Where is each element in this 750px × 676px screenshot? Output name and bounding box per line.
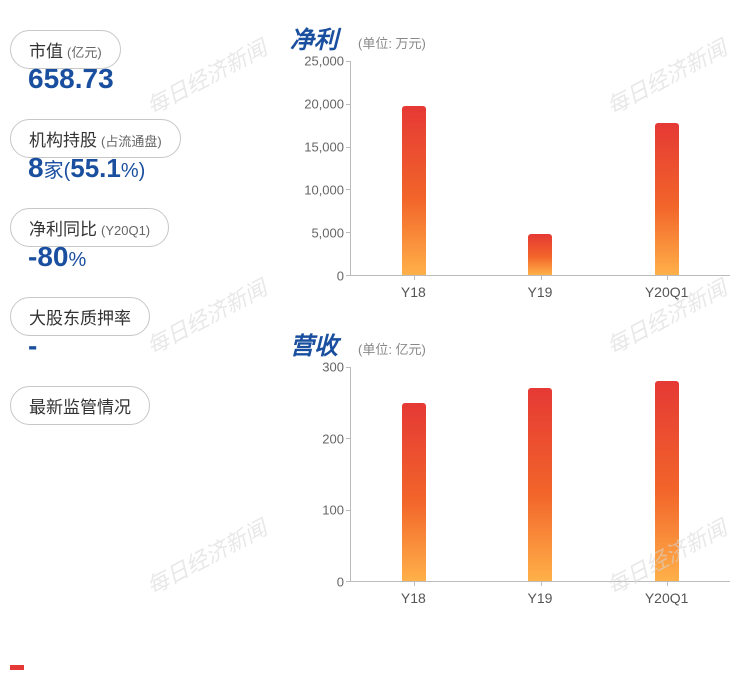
chart-revenue-title: 营收 <box>290 326 338 361</box>
chart-profit-area: 05,00010,00015,00020,00025,000 Y18Y19Y20… <box>290 61 740 306</box>
value-profit-yoy-unit: % <box>68 249 86 271</box>
chart-profit-bar <box>655 123 679 275</box>
label-inst-holding: 机构持股 <box>29 126 97 151</box>
chart-profit-xlabel: Y18 <box>350 280 477 306</box>
chart-revenue-unit: (单位: 亿元) <box>358 339 426 358</box>
chart-revenue-xlabel: Y20Q1 <box>603 586 730 612</box>
value-market-cap: 658.73 <box>10 63 270 95</box>
chart-profit-plot <box>350 61 730 276</box>
chart-revenue-area: 0100200300 Y18Y19Y20Q1 <box>290 367 740 612</box>
chart-profit-unit: (单位: 万元) <box>358 33 426 52</box>
chart-revenue-bar <box>655 381 679 581</box>
chart-profit-bar <box>528 234 552 275</box>
chart-revenue-bar-slot <box>351 367 477 581</box>
chart-profit-title: 净利 <box>290 20 338 55</box>
chart-profit-yaxis: 05,00010,00015,00020,00025,000 <box>290 61 348 276</box>
right-charts-column: 净利 (单位: 万元) 0 5,000 10,000 15,000 20,000 25,0… <box>270 20 740 632</box>
bottom-accent-mark <box>10 665 24 670</box>
chart-profit-ytick: 10,000 <box>304 183 344 198</box>
chart-profit-ytick: 15,000 <box>304 140 344 155</box>
chart-profit-xlabel: Y20Q1 <box>603 280 730 306</box>
chart-revenue-bars <box>351 367 730 581</box>
chart-profit-xlabels: Y18Y19Y20Q1 <box>350 280 730 306</box>
chart-profit-bar-slot <box>477 61 603 275</box>
chart-profit-ytick: 25,000 <box>304 54 344 69</box>
chart-revenue-bar-slot <box>477 367 603 581</box>
value-inst-pct: 55.1 <box>70 153 121 183</box>
chart-revenue-yaxis: 0100200300 <box>290 367 348 582</box>
chart-revenue-bar <box>528 388 552 581</box>
chart-revenue-ytick: 200 <box>322 431 344 446</box>
chart-profit: 净利 (单位: 万元) 0 5,000 10,000 15,000 20,000 25,0… <box>290 20 740 306</box>
metric-regulatory: 最新监管情况 <box>10 386 270 425</box>
value-profit-yoy-num: -80 <box>28 241 68 272</box>
sublabel-profit-yoy: (Y20Q1) <box>101 223 150 238</box>
label-market-cap: 市值 <box>29 37 63 62</box>
sublabel-market-cap: (亿元) <box>67 42 102 61</box>
chart-profit-xlabel: Y19 <box>477 280 604 306</box>
chart-revenue-ytick: 300 <box>322 360 344 375</box>
chart-profit-header: 净利 (单位: 万元) <box>290 20 740 55</box>
label-pledge: 大股东质押率 <box>29 304 131 329</box>
chart-revenue-xlabel: Y18 <box>350 586 477 612</box>
chart-revenue-header: 营收 (单位: 亿元) <box>290 326 740 361</box>
metric-inst-holding: 机构持股 (占流通盘) 8家(55.1%) <box>10 119 270 190</box>
metric-market-cap: 市值 (亿元) 658.73 <box>10 30 270 101</box>
chart-revenue-ytick: 0 <box>337 575 344 590</box>
chart-profit-bar-slot <box>604 61 730 275</box>
chart-profit-ytick: 20,000 <box>304 97 344 112</box>
pill-regulatory: 最新监管情况 <box>10 386 150 425</box>
value-profit-yoy: -80% <box>10 241 270 273</box>
value-inst-pct-unit: %) <box>121 160 145 182</box>
value-pledge: - <box>10 330 270 362</box>
label-profit-yoy: 净利同比 <box>29 215 97 240</box>
chart-revenue-plot <box>350 367 730 582</box>
label-regulatory: 最新监管情况 <box>29 393 131 418</box>
chart-revenue-ytick: 100 <box>322 503 344 518</box>
value-inst-count-unit: 家 <box>44 160 64 182</box>
left-metrics-column: 市值 (亿元) 658.73 机构持股 (占流通盘) 8家(55.1%) 净利同… <box>10 20 270 632</box>
chart-revenue-xlabels: Y18Y19Y20Q1 <box>350 586 730 612</box>
chart-profit-ytick: 5,000 <box>311 226 344 241</box>
chart-revenue-bar <box>402 403 426 581</box>
chart-revenue-xlabel: Y19 <box>477 586 604 612</box>
chart-profit-ytick: 0 <box>337 269 344 284</box>
value-inst-holding: 8家(55.1%) <box>10 152 270 184</box>
value-inst-count: 8 <box>28 152 44 183</box>
main-container: 市值 (亿元) 658.73 机构持股 (占流通盘) 8家(55.1%) 净利同… <box>0 0 750 652</box>
chart-revenue-bar-slot <box>604 367 730 581</box>
chart-profit-bar <box>402 106 426 275</box>
chart-profit-bars <box>351 61 730 275</box>
chart-profit-bar-slot <box>351 61 477 275</box>
chart-revenue: 营收 (单位: 亿元) 0 100 200 300 Y18Y19Y20Q1 <box>290 326 740 612</box>
sublabel-inst-holding: (占流通盘) <box>101 131 162 150</box>
metric-profit-yoy: 净利同比 (Y20Q1) -80% <box>10 208 270 279</box>
metric-pledge: 大股东质押率 - <box>10 297 270 368</box>
